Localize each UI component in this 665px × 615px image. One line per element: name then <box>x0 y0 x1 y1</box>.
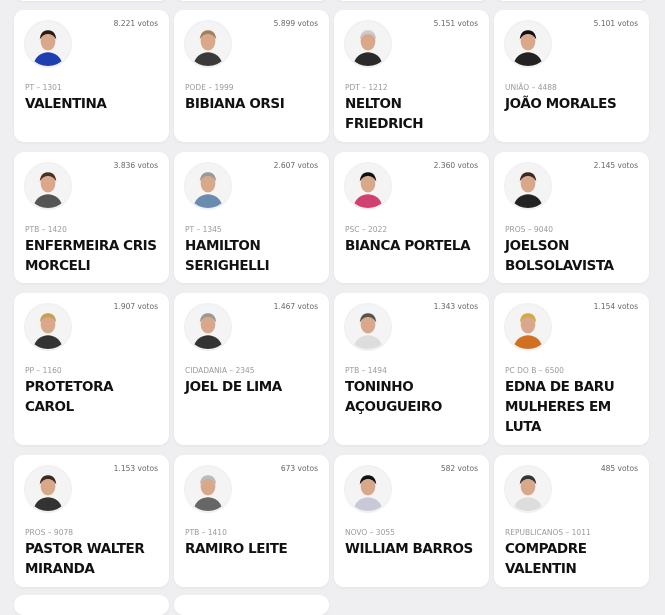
candidate-name: COMPADRE VALENTIN <box>505 541 587 577</box>
party-number: PDT – 1212 <box>345 83 388 92</box>
candidate-card[interactable]: 1.343 votos PTB – 1494 TONINHO AÇOUGUEIR… <box>334 293 489 445</box>
party-number: PSC – 2022 <box>345 225 388 234</box>
candidate-name: RAMIRO LEITE <box>185 541 288 557</box>
party-number: PTB – 1494 <box>345 366 387 375</box>
vote-count: 5.899 votos <box>273 19 318 28</box>
candidate-photo <box>24 20 72 68</box>
candidate-photo <box>184 303 232 351</box>
candidate-photo <box>184 20 232 68</box>
vote-count: 8.221 votos <box>113 19 158 28</box>
party-number: UNIÃO – 4488 <box>505 83 557 92</box>
candidate-card[interactable]: 2.145 votos PROS – 9040 JOELSON BOLSOLAV… <box>494 152 649 283</box>
vote-count: 1.154 votos <box>593 302 638 311</box>
candidate-card[interactable]: 5.101 votos UNIÃO – 4488 JOÃO MORALES <box>494 10 649 142</box>
candidate-card[interactable]: 1.154 votos PC do B – 6500 EDNA DE BARU … <box>494 293 649 445</box>
candidate-name: PASTOR WALTER MIRANDA <box>25 541 145 577</box>
party-number: PP – 1160 <box>25 366 62 375</box>
candidate-name: ENFERMEIRA CRIS MORCELI <box>25 238 157 274</box>
party-number: PODE – 1999 <box>185 83 234 92</box>
party-number: NOVO – 3055 <box>345 528 395 537</box>
candidate-card[interactable]: 5.899 votos PODE – 1999 BIBIANA ORSI <box>174 10 329 142</box>
candidate-card[interactable]: 1.907 votos PP – 1160 PROTETORA CAROL <box>14 293 169 445</box>
candidate-card-partial[interactable] <box>334 0 489 1</box>
candidate-photo <box>504 465 552 513</box>
candidate-card[interactable]: 485 votos REPUBLICANOS – 1011 COMPADRE V… <box>494 455 649 587</box>
candidate-card-partial[interactable] <box>14 595 169 615</box>
candidate-name: JOELSON BOLSOLAVISTA <box>505 238 614 274</box>
candidate-photo <box>504 162 552 210</box>
candidate-card[interactable]: 1.467 votos CIDADANIA – 2345 JOEL DE LIM… <box>174 293 329 445</box>
candidate-card[interactable]: 2.607 votos PT – 1345 HAMILTON SERIGHELL… <box>174 152 329 283</box>
candidate-name: WILLIAM BARROS <box>345 541 473 557</box>
candidate-name: PROTETORA CAROL <box>25 379 114 415</box>
candidate-card[interactable]: 5.151 votos PDT – 1212 NELTON FRIEDRICH <box>334 10 489 142</box>
candidate-card-partial[interactable] <box>174 595 329 615</box>
vote-count: 2.145 votos <box>593 161 638 170</box>
vote-count: 485 votos <box>600 464 638 473</box>
candidate-card[interactable]: 673 votos PTB – 1410 RAMIRO LEITE <box>174 455 329 587</box>
vote-count: 2.607 votos <box>273 161 318 170</box>
candidate-name: BIBIANA ORSI <box>185 96 285 112</box>
candidate-photo <box>504 303 552 351</box>
party-number: PT – 1345 <box>185 225 222 234</box>
party-number: REPUBLICANOS – 1011 <box>505 528 591 537</box>
vote-count: 3.836 votos <box>113 161 158 170</box>
candidate-name: JOEL DE LIMA <box>185 379 282 395</box>
candidate-name: BIANCA PORTELA <box>345 238 471 254</box>
candidate-photo <box>24 162 72 210</box>
candidate-name: NELTON FRIEDRICH <box>345 96 424 132</box>
candidate-name: VALENTINA <box>25 96 107 112</box>
candidate-card[interactable]: 2.360 votos PSC – 2022 BIANCA PORTELA <box>334 152 489 283</box>
candidate-photo <box>184 465 232 513</box>
vote-count: 5.101 votos <box>593 19 638 28</box>
candidate-photo <box>344 465 392 513</box>
candidate-card[interactable]: 582 votos NOVO – 3055 WILLIAM BARROS <box>334 455 489 587</box>
vote-count: 582 votos <box>440 464 478 473</box>
vote-count: 2.360 votos <box>433 161 478 170</box>
candidate-photo <box>344 303 392 351</box>
candidate-card-partial[interactable] <box>14 0 169 1</box>
vote-count: 1.343 votos <box>433 302 478 311</box>
party-number: PTB – 1420 <box>25 225 67 234</box>
candidate-card-partial[interactable] <box>174 0 329 1</box>
candidate-card-partial[interactable] <box>494 0 649 1</box>
candidate-card[interactable]: 3.836 votos PTB – 1420 ENFERMEIRA CRIS M… <box>14 152 169 283</box>
party-number: CIDADANIA – 2345 <box>185 366 255 375</box>
vote-count: 1.907 votos <box>113 302 158 311</box>
party-number: PROS – 9078 <box>25 528 74 537</box>
candidate-name: EDNA DE BARU MULHERES EM LUTA <box>505 379 615 435</box>
candidate-photo <box>344 20 392 68</box>
candidate-card[interactable]: 8.221 votos PT – 1301 VALENTINA <box>14 10 169 142</box>
vote-count: 1.467 votos <box>273 302 318 311</box>
candidate-photo <box>344 162 392 210</box>
candidate-card[interactable]: 1.153 votos PROS – 9078 PASTOR WALTER MI… <box>14 455 169 587</box>
candidate-photo <box>184 162 232 210</box>
party-number: PROS – 9040 <box>505 225 554 234</box>
party-number: PTB – 1410 <box>185 528 227 537</box>
candidate-name: JOÃO MORALES <box>505 96 617 112</box>
party-number: PC do B – 6500 <box>505 366 564 375</box>
candidate-name: TONINHO AÇOUGUEIRO <box>345 379 442 415</box>
vote-count: 1.153 votos <box>113 464 158 473</box>
vote-count: 673 votos <box>280 464 318 473</box>
candidate-photo <box>504 20 552 68</box>
candidate-name: HAMILTON SERIGHELLI <box>185 238 270 274</box>
vote-count: 5.151 votos <box>433 19 478 28</box>
candidate-photo <box>24 303 72 351</box>
candidate-photo <box>24 465 72 513</box>
party-number: PT – 1301 <box>25 83 62 92</box>
